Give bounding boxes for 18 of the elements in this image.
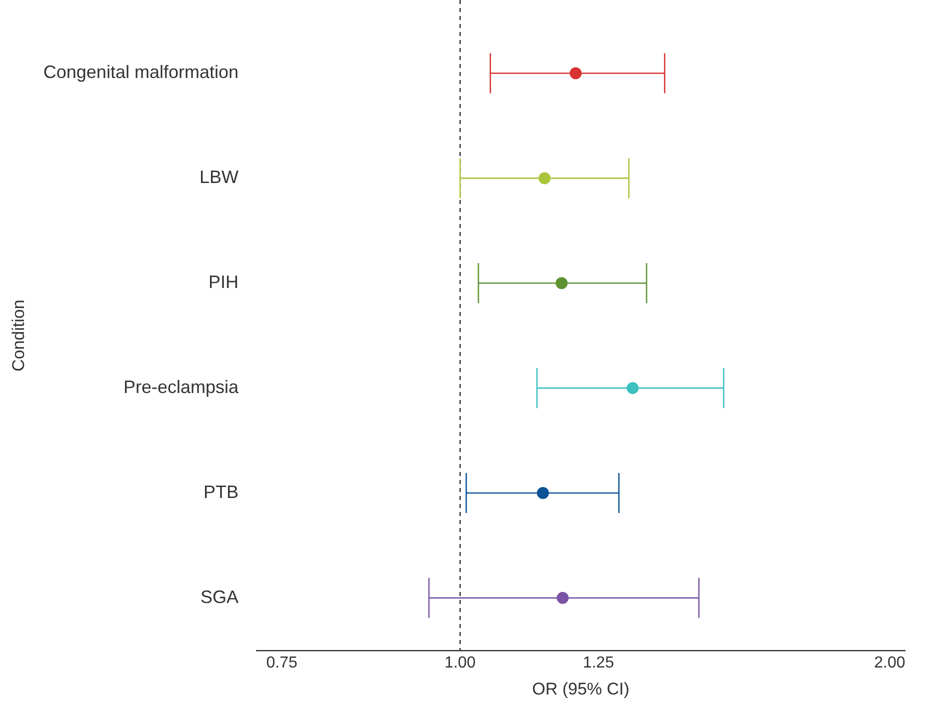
point <box>556 277 568 290</box>
y-tick-label: PTB <box>203 482 238 502</box>
point <box>626 382 639 394</box>
x-tick-label: 0.75 <box>266 654 298 672</box>
x-axis-title: OR (95% CI) <box>532 679 630 698</box>
point <box>536 487 549 499</box>
point <box>556 592 569 604</box>
y-tick-label: Congenital malformation <box>43 62 238 82</box>
point <box>570 67 582 80</box>
y-tick-label: SGA <box>200 586 238 607</box>
x-tick-label: 1.00 <box>444 654 476 672</box>
x-tick-label: 1.25 <box>582 654 614 672</box>
y-tick-label: LBW <box>199 167 238 188</box>
y-tick-label: Pre-eclampsia <box>123 377 240 398</box>
y-axis-title: Condition <box>8 300 28 372</box>
point <box>538 172 551 184</box>
y-tick-label: PIH <box>208 272 238 292</box>
x-tick-label: 2.00 <box>874 654 906 672</box>
